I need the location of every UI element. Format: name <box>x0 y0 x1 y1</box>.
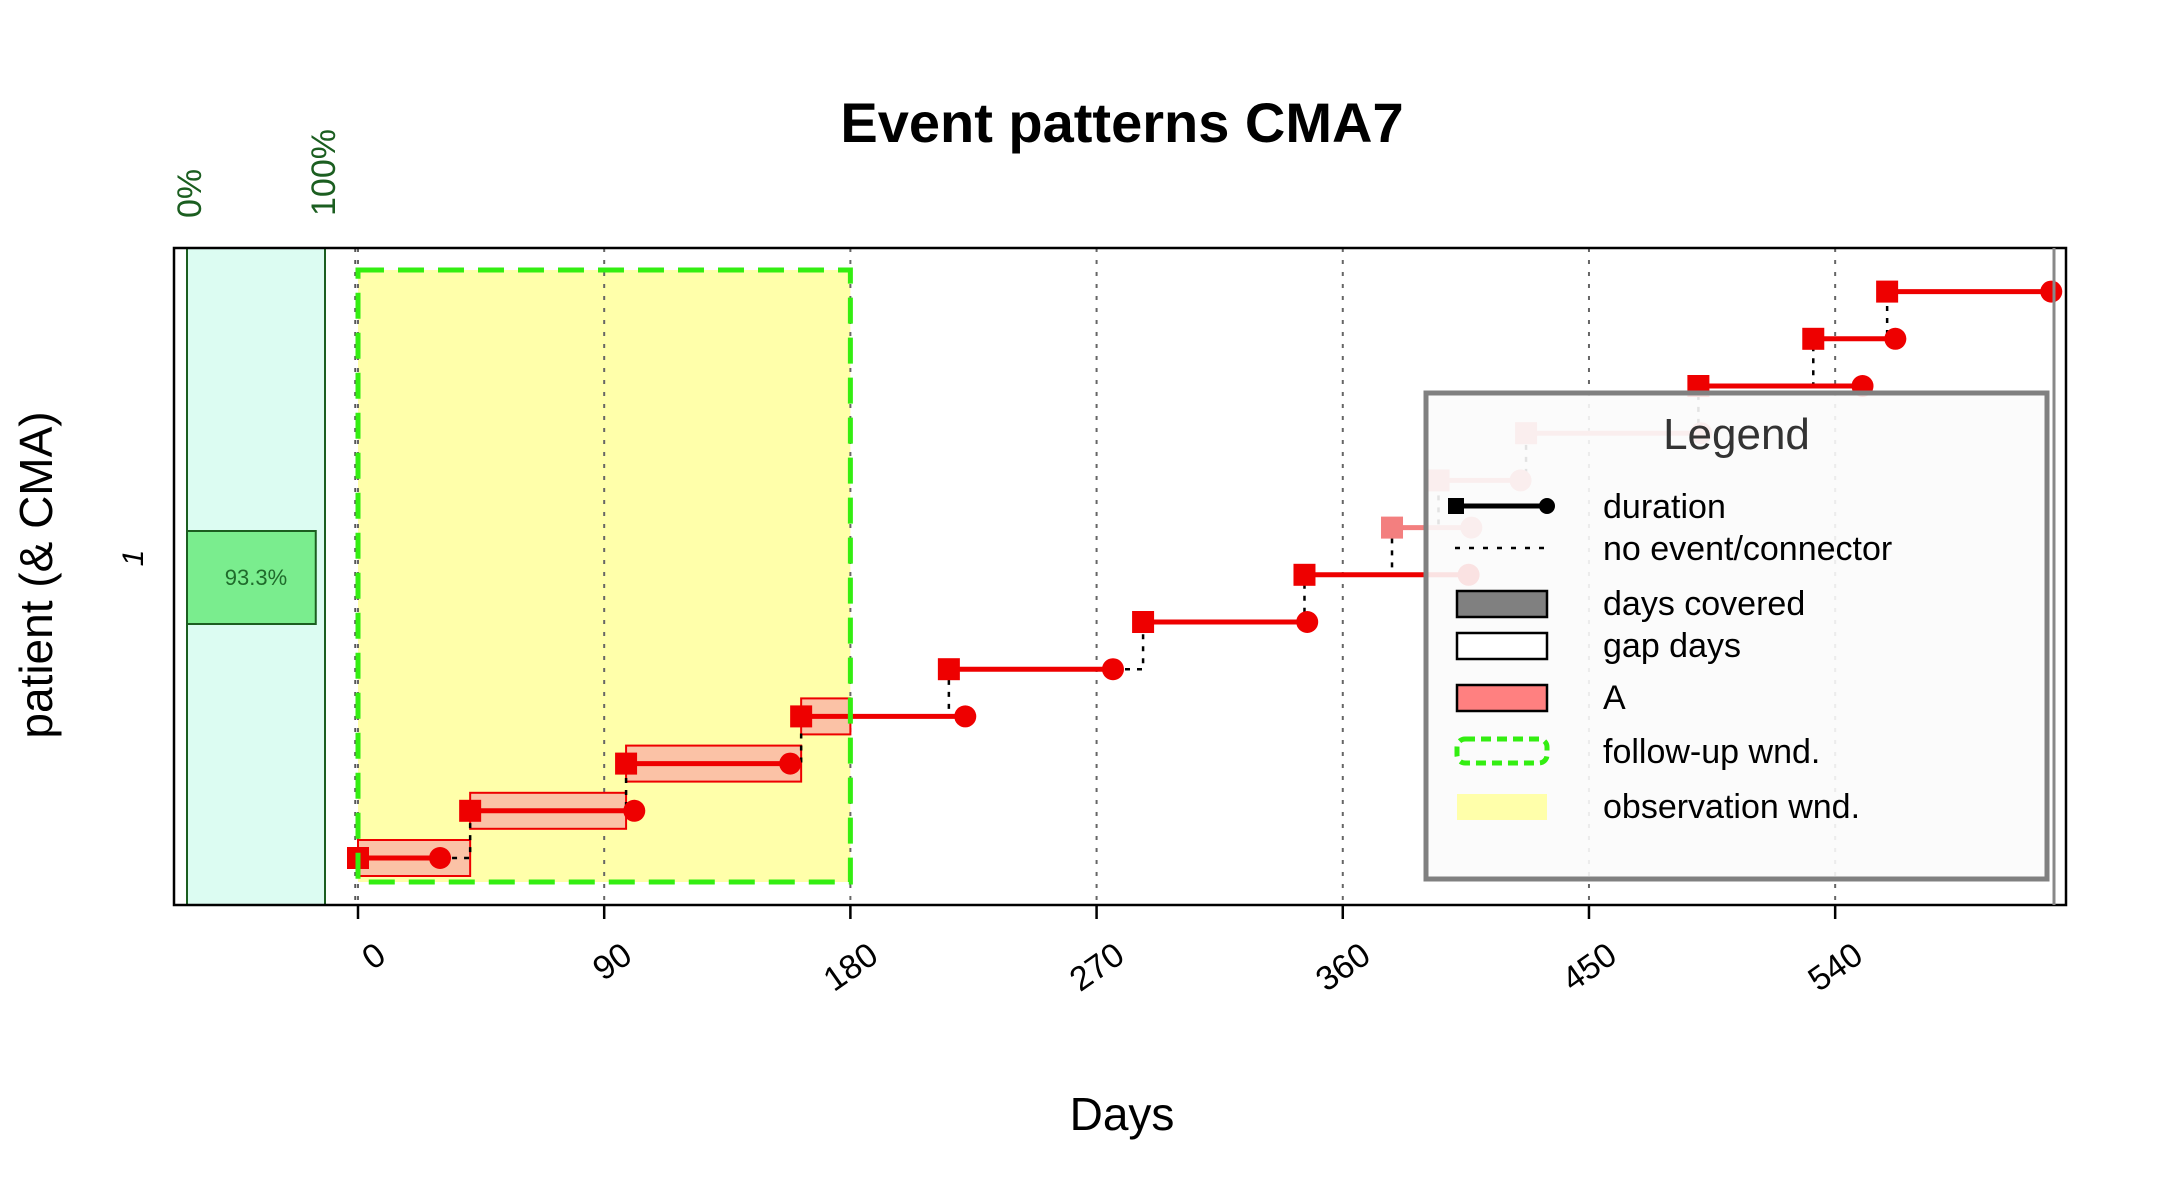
event-start-marker <box>1381 516 1404 539</box>
event-end-marker <box>954 705 977 728</box>
legend-symbol-observation <box>1457 794 1547 820</box>
event-start-marker <box>1876 280 1899 303</box>
follow-up-window <box>355 267 853 885</box>
follow-up-window-layer <box>355 267 853 885</box>
y-axis-label: patient (& CMA) <box>10 411 62 738</box>
cma-value-label: 93.3% <box>225 565 287 590</box>
x-tick-label: 0 <box>355 935 392 977</box>
legend-symbol-end <box>1539 498 1555 514</box>
legend-label: days covered <box>1603 585 1805 623</box>
event-end-marker <box>1296 611 1319 633</box>
legend-label: duration <box>1603 488 1726 526</box>
event-end-marker <box>623 799 646 822</box>
event-end-marker <box>1101 658 1124 681</box>
legend-title: Legend <box>1663 410 1810 459</box>
x-tick-label: 270 <box>1063 935 1131 999</box>
event-start-marker <box>459 799 482 822</box>
cma-scale-label: 100% <box>305 129 343 216</box>
event-end-marker <box>429 847 452 869</box>
chart-title: Event patterns CMA7 <box>840 91 1403 154</box>
event-start-marker <box>615 752 638 775</box>
cma-panel-layer: 93.3% 0% 100% <box>171 129 343 906</box>
event-start-marker <box>937 658 960 681</box>
x-tick-label: 90 <box>586 935 639 988</box>
x-tick-label: 180 <box>817 935 885 999</box>
legend-label: A <box>1603 679 1626 717</box>
legend-symbol-start <box>1448 498 1464 514</box>
x-tick-label: 360 <box>1309 935 1377 999</box>
x-tick-label: 540 <box>1801 935 1869 999</box>
legend-symbol-gap <box>1455 631 1549 661</box>
event-start-marker <box>1293 563 1316 586</box>
connector <box>440 810 472 860</box>
legend-label: observation wnd. <box>1603 788 1860 826</box>
legend-symbol-covered <box>1455 589 1549 619</box>
legend-label: gap days <box>1603 627 1741 665</box>
event-end-marker <box>779 752 802 775</box>
event-end-marker <box>2040 280 2063 303</box>
legend: Legend duration no event/connector days cov… <box>1423 390 2050 882</box>
connector <box>1112 622 1145 671</box>
legend-label: follow-up wnd. <box>1603 733 1820 771</box>
legend-symbol-medication <box>1455 683 1549 713</box>
event-start-marker <box>790 705 813 728</box>
legend-symbol-followup <box>1454 736 1550 766</box>
cma-scale-label: 0% <box>171 169 209 218</box>
cma-bar <box>186 530 317 625</box>
plot-frame <box>172 246 2068 907</box>
x-axis-label: Days <box>1070 1088 1175 1140</box>
event-end-marker <box>1884 327 1907 350</box>
legend-label: no event/connector <box>1603 530 1892 568</box>
event-start-marker <box>1132 611 1155 633</box>
patient-label: 1 <box>117 550 150 567</box>
event-start-marker <box>1802 327 1825 350</box>
x-tick-label: 450 <box>1555 935 1623 999</box>
